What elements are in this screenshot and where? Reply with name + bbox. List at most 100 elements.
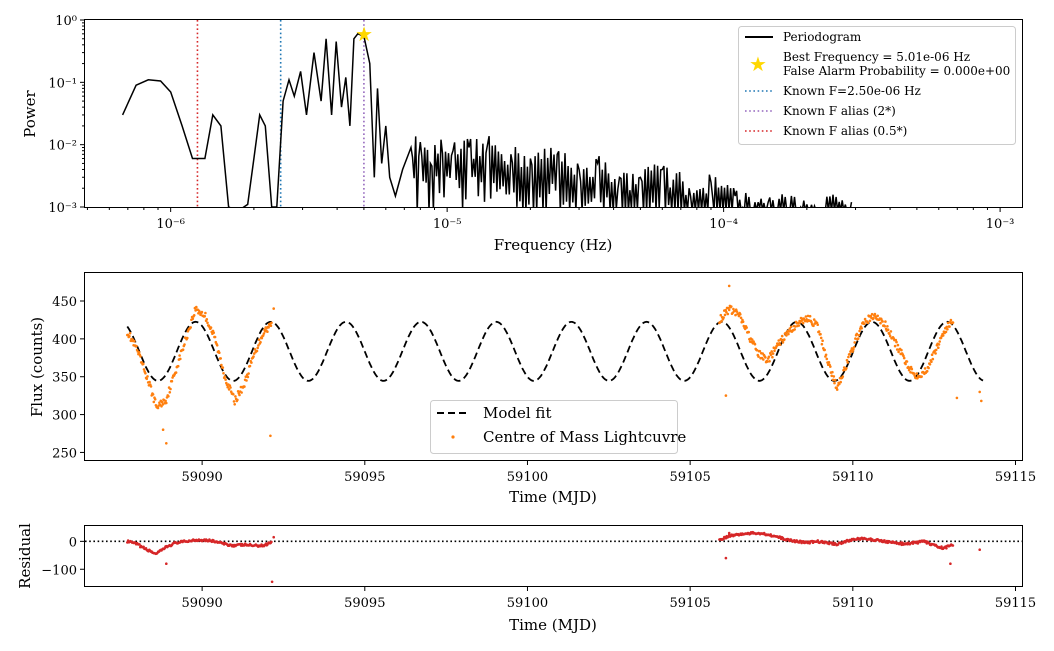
periodogram-reference-lines (196, 20, 365, 207)
legend-best-frequency-label: Best Frequency = 5.01e-06 Hz (783, 50, 970, 64)
periodogram-legend-box (738, 26, 1016, 145)
lightcurve-point (856, 337, 860, 340)
lightcurve-point (816, 323, 819, 327)
lightcurve-point (831, 370, 834, 374)
lightcurve-points (126, 284, 983, 445)
lightcurve-panel: 59090 59095 59100 59105 59110 59115 250 300 350… (28, 272, 1036, 506)
lightcurve-point (732, 307, 735, 311)
lightcurve-point (219, 357, 222, 360)
lightcurve-point (137, 351, 141, 354)
lightcurve-point (176, 364, 180, 368)
lightcurve-point (158, 401, 161, 405)
periodogram-x-tick-label: 10⁻⁶ (156, 217, 185, 232)
lightcurve-point (819, 332, 822, 336)
lightcurve-point (169, 387, 172, 391)
periodogram-axes-frame (84, 19, 1023, 208)
lightcurve-point (927, 366, 930, 370)
lightcurve-point (889, 330, 893, 333)
lightcurve-point (868, 319, 872, 323)
lightcurve-point (192, 314, 196, 317)
residual-x-tick-label: 59105 (669, 596, 710, 611)
residual-y-ticks: 0 −100 (41, 535, 85, 578)
lightcurve-point (152, 400, 156, 404)
lightcurve-y-tick-label: 300 (52, 409, 77, 424)
lightcurve-point (161, 428, 165, 432)
lightcurve-point (913, 374, 916, 377)
lightcurve-point (883, 324, 886, 328)
lightcurve-point (888, 334, 892, 338)
lightcurve-point (269, 324, 273, 328)
lightcurve-point (727, 308, 731, 312)
lightcurve-point (812, 318, 816, 321)
lightcurve-point (847, 355, 850, 359)
lightcurve-point (897, 350, 900, 354)
residual-point (949, 562, 952, 565)
lightcurve-point (135, 344, 138, 348)
lightcurve-point (767, 355, 771, 359)
periodogram-y-tick-label: 10⁻² (48, 139, 77, 154)
lightcurve-point (128, 335, 131, 338)
lightcurve-point (910, 367, 914, 371)
lightcurve-point (846, 361, 849, 364)
periodogram-x-tick-label: 10⁻⁴ (709, 217, 738, 232)
lightcurve-point (170, 379, 174, 383)
lightcurve-point (133, 339, 136, 343)
lightcurve-x-label: Time (MJD) (509, 488, 597, 506)
lightcurve-point (165, 442, 168, 445)
lightcurve-y-ticks: 250 300 350 400 450 (52, 295, 85, 461)
lightcurve-point (186, 336, 189, 340)
lightcurve-point (227, 388, 231, 391)
lightcurve-point (724, 308, 727, 312)
residual-point (727, 531, 731, 535)
residual-x-tick-label: 59110 (832, 596, 873, 611)
periodogram-x-label: Frequency (Hz) (494, 236, 613, 254)
lightcurve-point (793, 328, 796, 331)
lightcurve-point (912, 372, 916, 375)
lightcurve-point (142, 362, 145, 366)
residual-axes-frame (84, 525, 1023, 587)
lightcurve-point (884, 320, 887, 323)
residual-point (816, 539, 820, 542)
lightcurve-point (256, 346, 260, 350)
lightcurve-point (838, 382, 841, 386)
lightcurve-y-tick-label: 350 (52, 371, 77, 386)
lightcurve-point (233, 403, 236, 406)
periodogram-y-ticks: 10⁰ 10⁻¹ 10⁻² 10⁻³ (48, 14, 85, 216)
lightcurve-point (755, 349, 759, 352)
periodogram-line (121, 32, 853, 207)
lightcurve-point (771, 355, 774, 359)
lightcurve-point (146, 375, 149, 378)
lightcurve-point (805, 318, 808, 321)
lightcurve-point (222, 372, 225, 375)
lightcurve-point (238, 393, 241, 397)
lightcurve-point (824, 353, 828, 357)
lightcurve-point (178, 354, 181, 357)
lightcurve-point (855, 332, 859, 336)
lightcurve-point (812, 324, 815, 328)
lightcurve-point (804, 315, 808, 318)
residual-point (978, 548, 981, 551)
residual-y-label: Residual (16, 523, 34, 589)
lightcurve-point (783, 338, 786, 341)
lightcurve-point (866, 321, 870, 325)
lightcurve-point (224, 378, 227, 381)
residual-x-tick-label: 59090 (181, 596, 222, 611)
lightcurve-point (164, 399, 167, 403)
lightcurve-point (722, 316, 725, 319)
legend-com-label: Centre of Mass Lightcuvre (483, 428, 686, 446)
lightcurve-point (785, 334, 788, 337)
lightcurve-point (200, 310, 204, 314)
lightcurve-point (788, 327, 792, 330)
lightcurve-point (160, 405, 163, 408)
lightcurve-point (830, 374, 833, 378)
lightcurve-point (259, 340, 262, 344)
lightcurve-point (895, 348, 899, 351)
lightcurve-point (232, 400, 236, 403)
lightcurve-point (247, 372, 250, 375)
residual-x-tick-label: 59095 (344, 596, 385, 611)
lightcurve-point (870, 312, 874, 316)
lightcurve-point (941, 334, 945, 337)
lightcurve-point (191, 317, 195, 321)
periodogram-y-tick-label: 10⁰ (55, 14, 77, 29)
